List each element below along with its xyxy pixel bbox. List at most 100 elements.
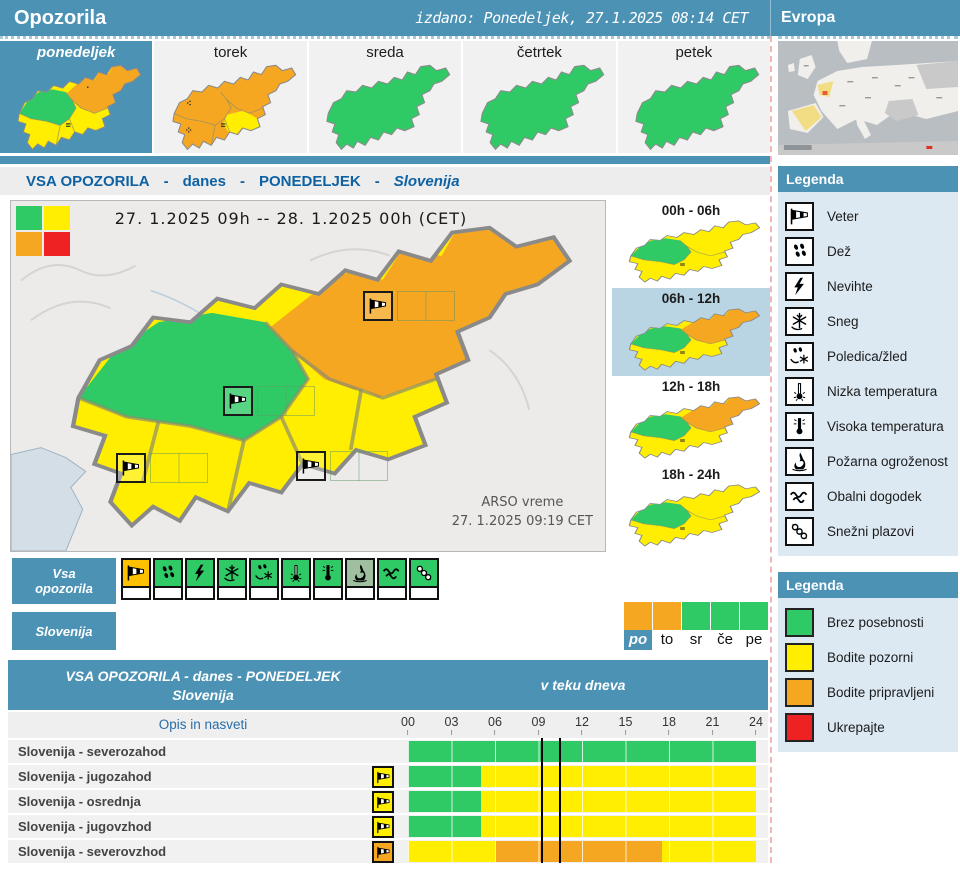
glaze-ice-icon: [249, 558, 279, 588]
section-divider: [0, 156, 770, 164]
region-row-label[interactable]: Slovenija - jugovzhod: [18, 819, 152, 834]
day-tab-ponedeljek[interactable]: ponedeljek ≡ ·: [0, 41, 153, 153]
europe-panel-header: Evropa: [770, 0, 960, 36]
warning-type-filter-strip: [121, 558, 439, 604]
fire-risk-icon: [785, 447, 814, 476]
table-row[interactable]: Slovenija - jugozahod: [8, 763, 768, 788]
legend-label: Dež: [827, 244, 852, 259]
day-short-ce[interactable]: če: [717, 631, 733, 648]
legend-item: Bodite pripravljeni: [785, 675, 958, 710]
map-warning-marker: [116, 453, 208, 483]
slovenia-map-thumbnail: ≡: [628, 308, 761, 371]
low-temperature-icon: [281, 558, 311, 588]
filter-count-box: [185, 588, 215, 600]
warning-types-legend: Legenda Veter Dež Nevihte Sneg Poledica/…: [778, 166, 958, 556]
day-tab-cetrtek[interactable]: četrtek: [463, 41, 616, 153]
day-tab-petek[interactable]: petek: [617, 41, 771, 153]
filter-tile-thunderstorm[interactable]: [185, 558, 215, 604]
snowflake-icon: [785, 307, 814, 336]
label-line: Vsa: [52, 566, 76, 581]
legend-label: Snežni plazovi: [827, 524, 915, 539]
windsock-icon: [121, 558, 151, 588]
day-tab-sreda[interactable]: sreda: [308, 41, 462, 153]
day-tab-label: petek: [675, 44, 713, 61]
separator: -: [239, 172, 245, 190]
map-marker: ≡: [680, 260, 686, 268]
day-tab-label: četrtek: [516, 44, 562, 61]
legend-item: Veter: [785, 199, 958, 234]
yellow-level-swatch: [785, 643, 814, 672]
table-row[interactable]: Slovenija - jugovzhod: [8, 813, 768, 838]
legend-label: Obalni dogodek: [827, 489, 922, 504]
table-row[interactable]: Slovenija - osrednja: [8, 788, 768, 813]
period-block-06h-12h[interactable]: 06h - 12h ≡: [612, 288, 770, 376]
filter-tile-rain[interactable]: [153, 558, 183, 604]
description-column-header: Opis in nasveti: [158, 717, 248, 732]
avalanche-icon: [785, 517, 814, 546]
windsock-icon: [372, 816, 394, 838]
legend-label: Poledica/žled: [827, 349, 908, 364]
marker-grid: [397, 291, 455, 321]
filter-count-box: [249, 588, 279, 600]
day-tab-torek[interactable]: torek ≡ ⁖ ⁘: [154, 41, 307, 153]
day-short-sr[interactable]: sr: [689, 631, 703, 648]
map-credit: ARSO vreme 27. 1.2025 09:19 CET: [452, 493, 593, 531]
period-block-12h-18h[interactable]: 12h - 18h ≡: [612, 376, 770, 464]
warning-timeline: [408, 766, 756, 787]
table-title: VSA OPOZORILA - danes - PONEDELJEK: [65, 667, 341, 684]
top-header-bar: Opozorila izdano: Ponedeljek, 27.1.2025 …: [0, 0, 960, 36]
legend-item: Bodite pozorni: [785, 640, 958, 675]
map-credit-source: ARSO vreme: [481, 495, 564, 510]
marker-grid: [150, 453, 208, 483]
thunderstorm-icon: [785, 272, 814, 301]
separator: -: [374, 172, 380, 190]
warnings-timeline-table: VSA OPOZORILA - danes - PONEDELJEK Slove…: [8, 660, 768, 863]
filter-tile-high-temperature[interactable]: [313, 558, 343, 604]
rain-icon: [153, 558, 183, 588]
map-marker: ≡: [680, 348, 686, 356]
legend-item: Brez posebnosti: [785, 605, 958, 640]
table-row[interactable]: Slovenija - severovzhod: [8, 838, 768, 863]
day-short-pe[interactable]: pe: [745, 631, 763, 648]
warnings-day: PONEDELJEK: [258, 172, 361, 190]
map-marker: ·: [87, 83, 90, 93]
label-line: Slovenija: [35, 623, 93, 639]
day-short-po[interactable]: po: [624, 630, 652, 650]
period-label: 12h - 18h: [661, 379, 721, 394]
filter-count-box: [121, 588, 151, 600]
map-warning-marker: [363, 291, 455, 321]
filter-tile-low-temperature[interactable]: [281, 558, 311, 604]
main-column: ponedeljek ≡ · torek: [0, 36, 771, 863]
rain-icon: [785, 237, 814, 266]
filter-tile-snow[interactable]: [217, 558, 247, 604]
filter-tile-glaze-ice[interactable]: [249, 558, 279, 604]
map-marker: ⁖: [186, 99, 191, 109]
filter-tile-wind[interactable]: [121, 558, 151, 604]
day-tab-label: torek: [213, 44, 248, 61]
slovenia-map-thumbnail: ≡: [628, 396, 761, 459]
map-validity-title: 27. 1.2025 09h -- 28. 1.2025 00h (CET): [114, 209, 468, 228]
day-short-to[interactable]: to: [660, 631, 674, 648]
filter-tile-avalanche[interactable]: [409, 558, 439, 604]
hour-tick: 24: [749, 715, 763, 735]
table-row[interactable]: Slovenija - severozahod: [8, 738, 768, 763]
period-block-00h-06h[interactable]: 00h - 06h ≡: [612, 200, 770, 288]
region-row-label[interactable]: Slovenija - osrednja: [18, 794, 141, 809]
hour-tick: 00: [401, 715, 415, 735]
period-block-18h-24h[interactable]: 18h - 24h ≡: [612, 464, 770, 552]
europe-map-panel[interactable]: [778, 36, 958, 155]
filter-tile-coastal-event[interactable]: [377, 558, 407, 604]
filter-tile-fire-risk[interactable]: [345, 558, 375, 604]
table-rows: Slovenija - severozahod Slovenija - jugo…: [8, 738, 768, 863]
region-row-label[interactable]: Slovenija - severovzhod: [18, 844, 167, 859]
period-label: 18h - 24h: [661, 467, 721, 482]
legend-item: Sneg: [785, 304, 958, 339]
windsock-icon: [372, 766, 394, 788]
orange-level-swatch: [785, 678, 814, 707]
region-row-label[interactable]: Slovenija - severozahod: [18, 744, 167, 759]
legend-label: Nizka temperatura: [827, 384, 938, 399]
windsock-icon: [116, 453, 146, 483]
snowflake-icon: [217, 558, 247, 588]
legend-label: Ukrepajte: [827, 720, 885, 735]
region-row-label[interactable]: Slovenija - jugozahod: [18, 769, 152, 784]
